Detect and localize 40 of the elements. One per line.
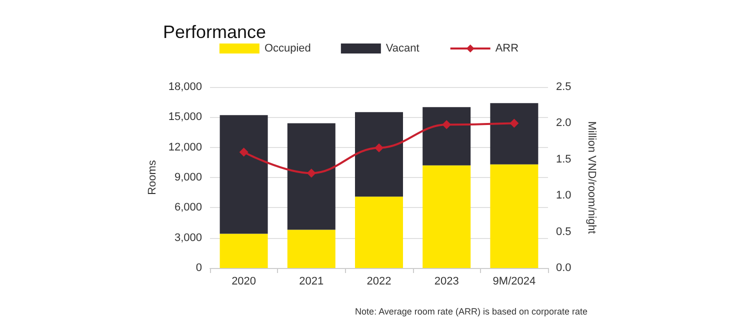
- bar: [422, 107, 471, 166]
- bar: [220, 115, 268, 234]
- y-tick-label: 0: [196, 262, 202, 274]
- bar: [287, 230, 336, 268]
- point: [374, 143, 384, 152]
- y2-axis-title: Million VND/room/night: [586, 121, 598, 234]
- x-tick-label: 2023: [434, 276, 459, 288]
- x-tick-label: 2020: [232, 276, 256, 288]
- y2-tick-label: 2.5: [556, 81, 572, 93]
- bar: [490, 103, 538, 164]
- y2-tick-label: 0.0: [556, 262, 572, 274]
- point: [239, 148, 248, 157]
- bar: [220, 234, 268, 268]
- y2-tick-label: 0.5: [556, 226, 572, 238]
- bar: [422, 165, 471, 268]
- text: Note: Average room rate (ARR) is based on corporate rate: [355, 306, 588, 316]
- y2-tick-label: 1.0: [556, 190, 572, 202]
- point: [442, 120, 452, 130]
- y-tick-label: 18,000: [168, 81, 202, 93]
- bar: [287, 123, 336, 230]
- point: [306, 168, 316, 178]
- x-tick-label: 9M/2024: [492, 276, 536, 288]
- y-axis-title: Rooms: [146, 160, 158, 195]
- bar: [490, 164, 538, 268]
- point: [510, 118, 519, 128]
- y-tick-label: 12,000: [168, 141, 202, 154]
- y2-tick-label: 1.5: [556, 153, 572, 166]
- y-tick-label: 15,000: [168, 111, 202, 124]
- y-tick-label: 6,000: [174, 202, 202, 214]
- x-tick-label: 2021: [299, 276, 324, 288]
- bar: [355, 196, 403, 268]
- chart-title: Performance: [163, 22, 266, 42]
- y-tick-label: 9,000: [174, 172, 202, 184]
- legend-label: Occupied: [264, 42, 311, 54]
- bar: [355, 112, 403, 197]
- x-tick-label: 2022: [366, 276, 392, 288]
- y-tick-label: 3,000: [174, 232, 202, 244]
- y2-tick-label: 2.0: [556, 117, 572, 130]
- legend-label: ARR: [495, 42, 519, 54]
- legend-label: Vacant: [386, 42, 420, 54]
